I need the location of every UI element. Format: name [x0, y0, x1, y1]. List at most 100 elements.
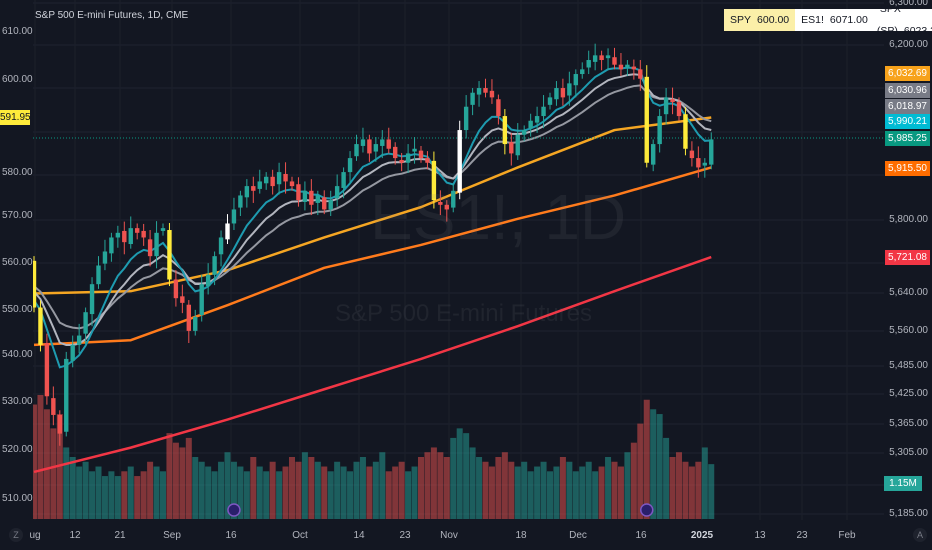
- volume-bar: [540, 461, 547, 519]
- candle-body: [89, 284, 95, 315]
- watermark-description: S&P 500 E-mini Futures: [335, 300, 593, 327]
- left-axis-tick: 610.00: [2, 26, 33, 37]
- candle-body: [83, 312, 88, 334]
- watermark-symbol: ES1!, 1D: [370, 181, 627, 253]
- candle-body: [167, 230, 172, 280]
- left-axis-tick: 550.00: [2, 304, 33, 315]
- volume-bar: [327, 471, 334, 519]
- volume-bar: [663, 437, 670, 519]
- candle-body: [205, 274, 211, 287]
- candle-body: [689, 150, 695, 159]
- volume-bar: [650, 409, 657, 519]
- volume-bar: [579, 466, 586, 519]
- left-axis-tick: 530.00: [2, 396, 33, 407]
- candle-body: [541, 106, 546, 117]
- candle-body: [625, 64, 630, 68]
- volume-bar: [527, 471, 534, 519]
- candle-body: [476, 88, 482, 95]
- volume-bar: [676, 452, 682, 519]
- candle-body: [586, 60, 591, 68]
- volume-bar: [385, 471, 392, 519]
- price-badge: 6,032.69: [885, 66, 930, 81]
- volume-bar: [463, 433, 470, 519]
- volume-bar: [108, 471, 115, 519]
- candle-body: [57, 414, 62, 434]
- volume-bar: [559, 456, 566, 519]
- candle-body: [438, 201, 443, 205]
- candle-body: [328, 200, 333, 210]
- volume-bar: [334, 461, 341, 519]
- volume-bar: [179, 447, 186, 519]
- candle-body: [360, 139, 366, 146]
- volume-bar: [656, 414, 663, 519]
- quote-spy: SPY 600.00: [724, 9, 796, 31]
- volume-bar: [295, 461, 302, 519]
- price-badge: 5,985.25: [885, 131, 930, 146]
- volume-bar: [153, 466, 160, 519]
- right-axis-tick: 5,640.00: [889, 287, 928, 298]
- time-axis-tick: 18: [515, 530, 527, 541]
- candle-body: [147, 239, 153, 257]
- volume-bar: [276, 471, 283, 519]
- candle-body: [289, 181, 295, 187]
- time-axis-tick: Feb: [838, 530, 856, 541]
- price-badge: 5,990.21: [885, 114, 930, 129]
- candle-body: [631, 66, 637, 70]
- volume-bar: [321, 466, 328, 519]
- auto-scale-button[interactable]: A: [913, 528, 927, 542]
- time-axis-tick: 13: [754, 530, 766, 541]
- volume-bar: [430, 447, 437, 519]
- volume-bar: [192, 456, 199, 519]
- left-current-price-badge: 591.95: [0, 110, 31, 125]
- candle-body: [380, 139, 385, 146]
- volume-bar: [282, 466, 289, 519]
- candle-body: [257, 181, 262, 189]
- time-axis-tick: 23: [796, 530, 808, 541]
- volume-bar: [121, 471, 128, 519]
- right-axis-tick: 5,365.00: [889, 418, 928, 429]
- time-axis-tick: Sep: [163, 530, 181, 541]
- left-axis: [0, 0, 33, 550]
- volume-bar: [250, 456, 257, 519]
- time-axis-tick: Nov: [440, 530, 458, 541]
- right-axis-tick: 5,185.00: [889, 508, 928, 519]
- candle-body: [644, 76, 649, 163]
- volume-bar: [688, 466, 695, 519]
- timezone-button[interactable]: Z: [9, 528, 23, 542]
- right-axis-tick: 6,200.00: [889, 39, 928, 50]
- volume-bar: [585, 461, 592, 519]
- volume-bar: [437, 452, 444, 519]
- chart-title: S&P 500 E-mini Futures, 1D, CME: [35, 10, 189, 21]
- candle-body: [676, 102, 682, 117]
- volume-bar: [353, 461, 360, 519]
- volume-bar: [392, 466, 399, 519]
- candle-body: [444, 204, 449, 210]
- candle-body: [354, 144, 359, 157]
- candle-body: [231, 209, 237, 224]
- candle-body: [64, 358, 69, 432]
- left-axis-tick: 600.00: [2, 74, 33, 85]
- volume-bar: [495, 456, 502, 519]
- volume-bar: [566, 461, 573, 519]
- time-axis-tick: 16: [635, 530, 647, 541]
- time-axis: [0, 521, 932, 550]
- volume-bar: [501, 452, 508, 519]
- time-axis-tick: 21: [114, 530, 126, 541]
- candle-body: [96, 265, 101, 285]
- candle-body: [592, 55, 598, 62]
- candle-body: [399, 159, 404, 163]
- volume-bar: [443, 456, 450, 519]
- volume-bar: [624, 452, 631, 519]
- time-axis-tick: 2025: [690, 530, 714, 541]
- volume-bar: [289, 456, 295, 519]
- candle-body: [605, 55, 611, 59]
- candle-body: [264, 176, 269, 184]
- volume-bar: [476, 456, 483, 519]
- volume-bar: [134, 476, 141, 519]
- volume-bar: [514, 466, 521, 519]
- volume-bar: [379, 452, 386, 519]
- candle-body: [696, 158, 701, 168]
- left-axis-tick: 570.00: [2, 210, 33, 221]
- candle-body: [70, 344, 75, 361]
